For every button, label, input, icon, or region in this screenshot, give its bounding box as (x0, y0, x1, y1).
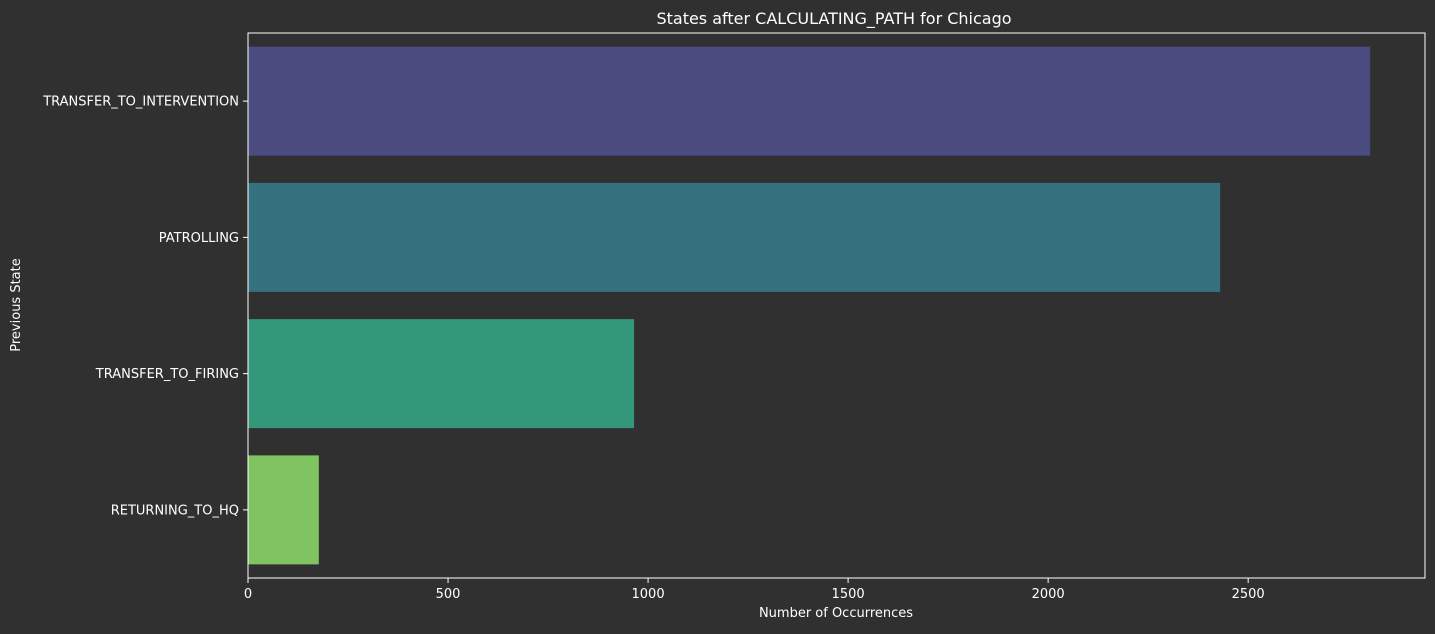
y-tick-label: TRANSFER_TO_FIRING (95, 367, 239, 382)
bar-returning-to-hq (248, 455, 319, 565)
bars-group (248, 46, 1371, 565)
bar-transfer-to-firing (248, 319, 635, 429)
x-tick-label: 500 (436, 587, 461, 602)
y-axis-ticks: TRANSFER_TO_INTERVENTION PATROLLING TRANSF… (42, 95, 248, 518)
chart-title: States after CALCULATING_PATH for Chicag… (656, 9, 1011, 29)
x-tick-label: 2500 (1232, 587, 1265, 602)
bar-transfer-to-intervention (248, 46, 1371, 156)
x-tick-label: 2000 (1032, 587, 1065, 602)
y-tick-label: TRANSFER_TO_INTERVENTION (42, 95, 239, 110)
x-tick-label: 1500 (832, 587, 865, 602)
x-tick-label: 1000 (632, 587, 665, 602)
bar-patrolling (248, 182, 1221, 292)
y-axis-label: Previous State (9, 258, 24, 351)
x-axis-label: Number of Occurrences (759, 606, 913, 621)
x-tick-label: 0 (244, 587, 252, 602)
plot-area-frame (247, 32, 1426, 579)
y-tick-label: RETURNING_TO_HQ (111, 503, 239, 518)
y-tick-label: PATROLLING (159, 231, 239, 246)
x-axis-ticks: 0 500 1000 1500 2000 2500 (244, 578, 1265, 602)
